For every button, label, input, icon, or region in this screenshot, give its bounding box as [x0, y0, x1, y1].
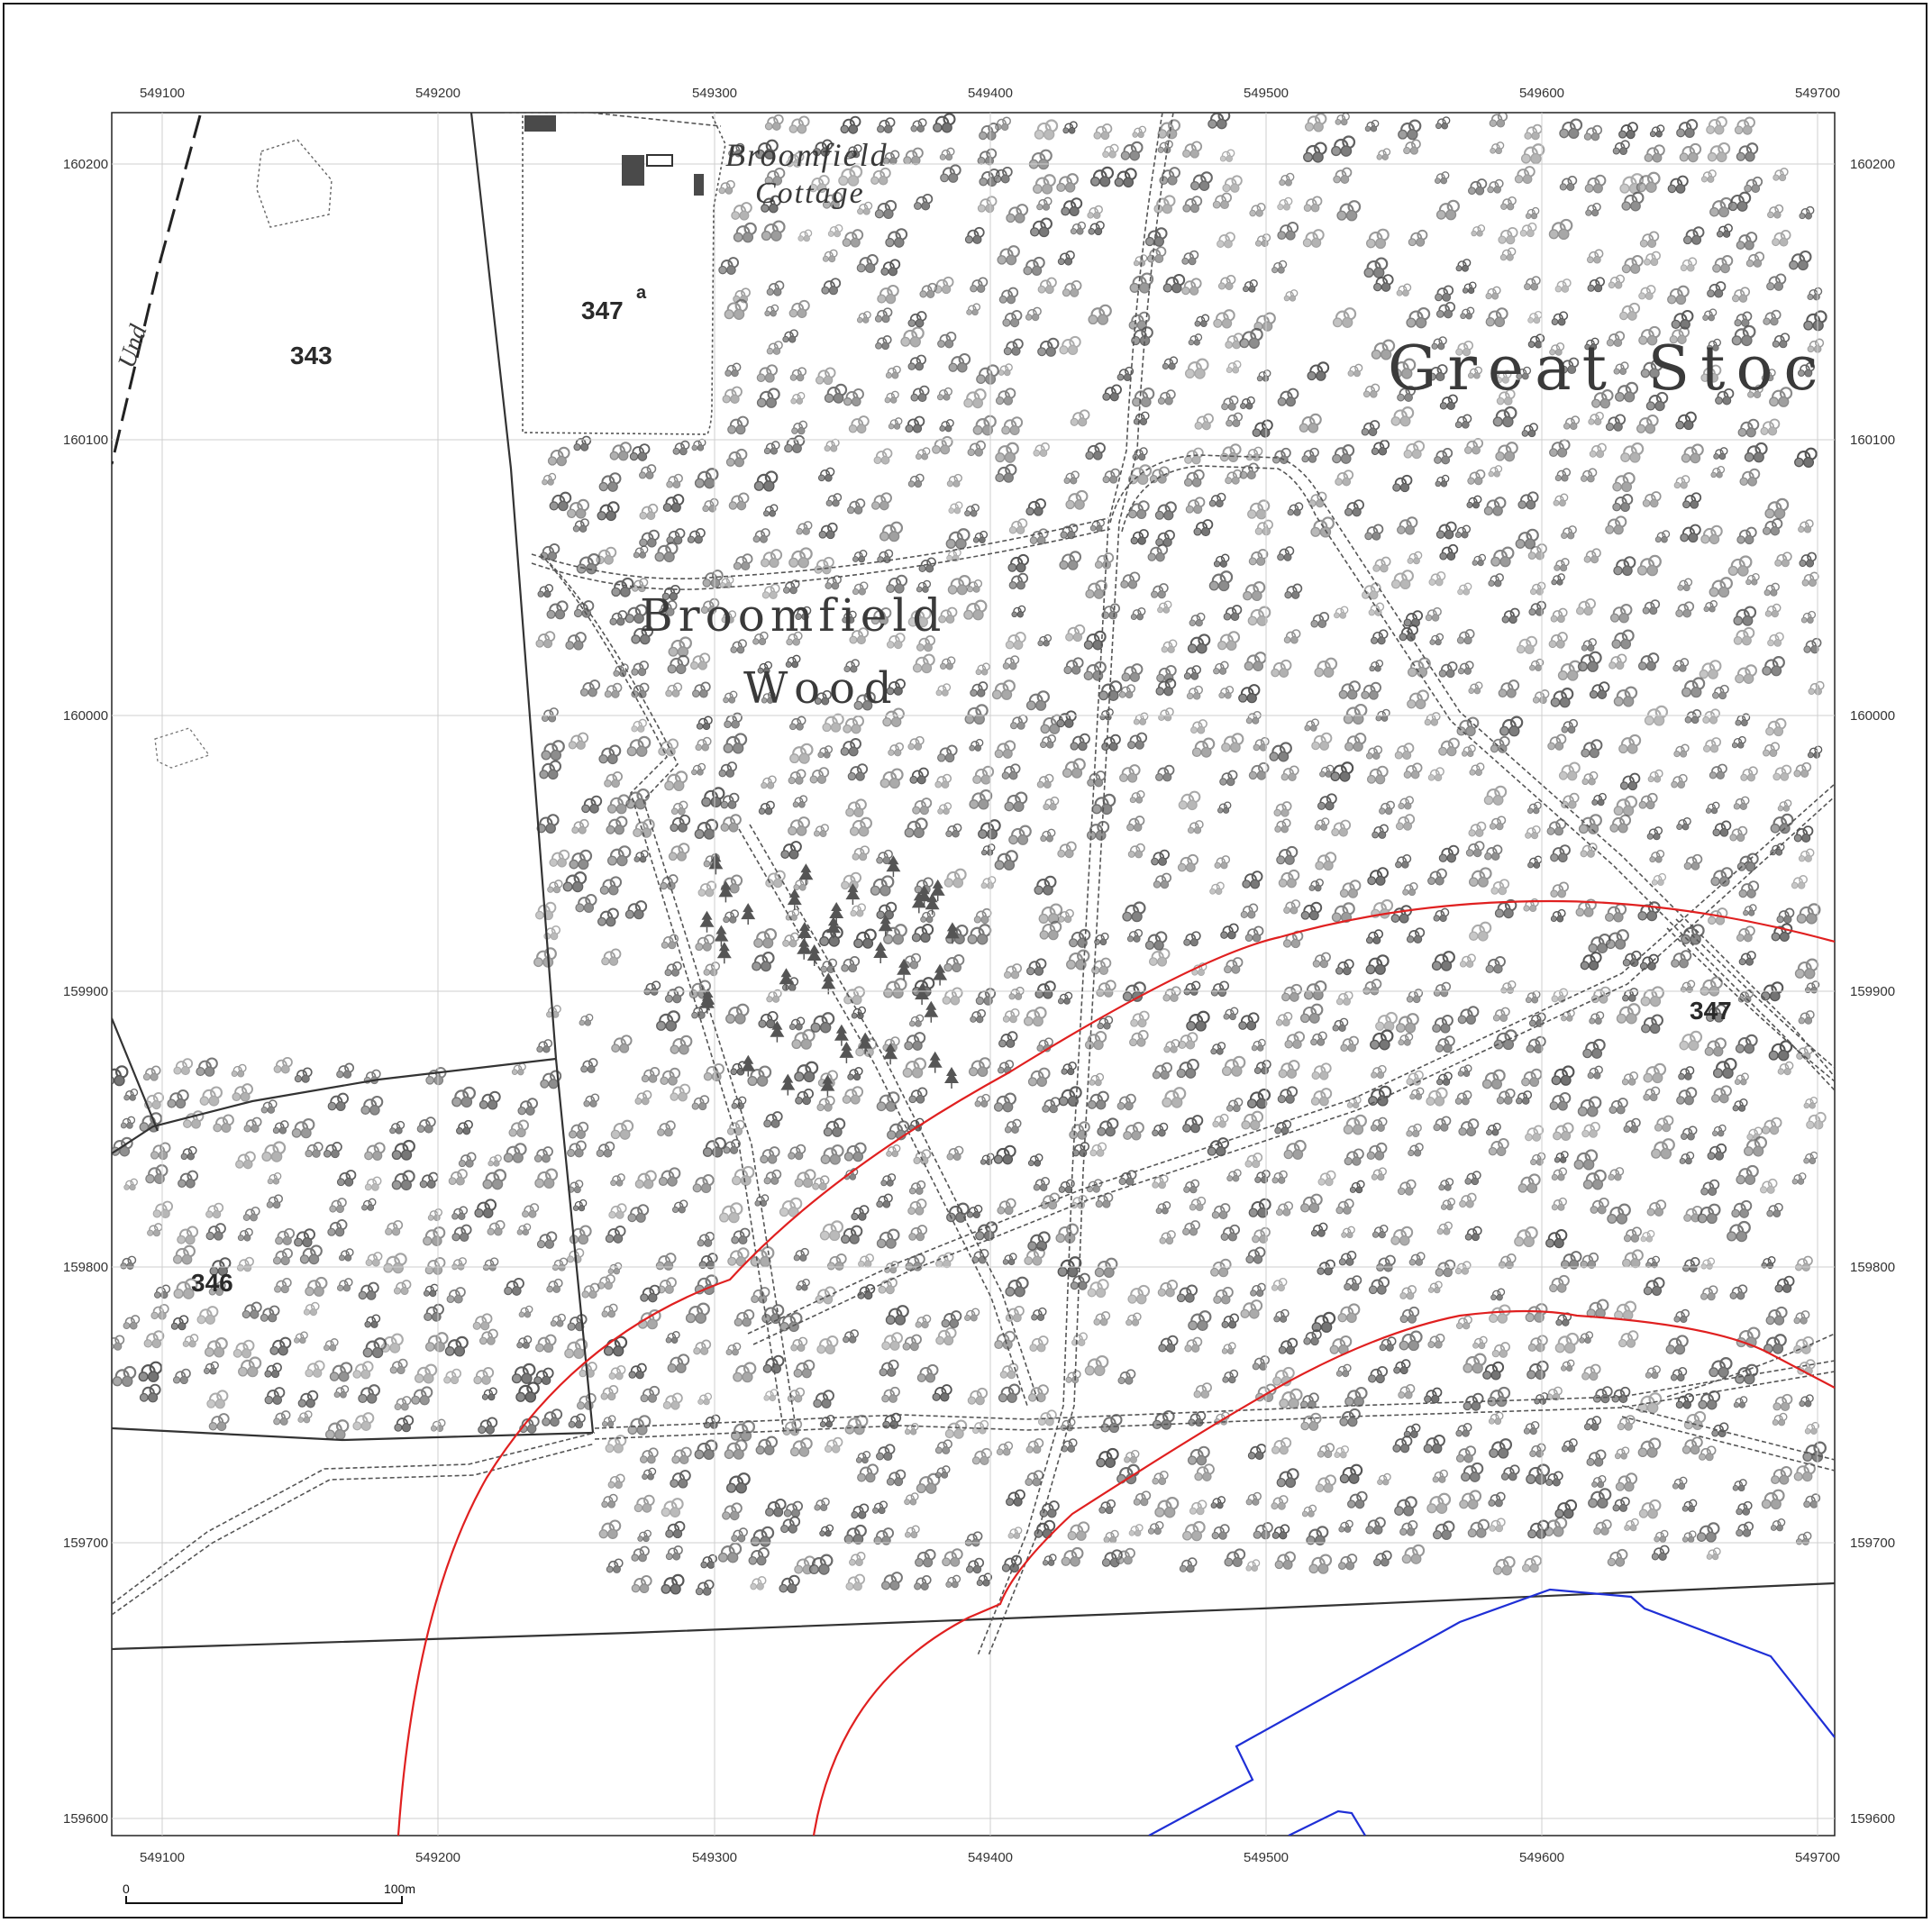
grid-lines — [112, 113, 1835, 1836]
boundary-field-343 — [469, 113, 595, 1434]
scale-bar-end: 100m — [384, 1882, 415, 1896]
grid-tick-labels: 549100 549100 549200 549200 549300 549300 5494… — [63, 86, 1895, 1865]
right-northing-label-160200: 160200 — [1850, 157, 1895, 172]
old-boundary-line — [112, 114, 202, 465]
right-northing-label-159700: 159700 — [1850, 1536, 1895, 1551]
left-northing-label-159800: 159800 — [63, 1260, 108, 1275]
red-line-outer — [396, 899, 1835, 1836]
right-northing-label-160000: 160000 — [1850, 708, 1895, 724]
bottom-easting-label-549100: 549100 — [140, 1850, 185, 1865]
broomfield-wood-label-line2: Wood — [743, 663, 901, 714]
top-easting-label-549200: 549200 — [415, 86, 460, 101]
track-8 — [112, 1432, 596, 1605]
track-6b — [752, 796, 1835, 1345]
track-4 — [540, 553, 785, 1434]
blue-boundary-lines — [1148, 1588, 1835, 1836]
track-6 — [747, 783, 1835, 1335]
boundary-lower-left-field — [112, 1057, 557, 1154]
track-11 — [1666, 1333, 1835, 1398]
red-line-inner — [812, 1309, 1835, 1836]
building-4 — [694, 174, 704, 196]
left-northing-label-160000: 160000 — [63, 708, 108, 724]
boundary-woodland-south — [112, 1581, 1835, 1651]
bottom-easting-label-549300: 549300 — [692, 1850, 737, 1865]
top-easting-label-549400: 549400 — [968, 86, 1013, 101]
track-9b — [1621, 1416, 1835, 1472]
parcel-347a-superscript: a — [636, 283, 647, 303]
field-boundaries — [112, 113, 1835, 1651]
left-northing-label-160100: 160100 — [63, 433, 108, 448]
boundary-field-west-edge — [112, 1017, 159, 1132]
scale-bar: 0 100m — [123, 1882, 415, 1904]
track-4b — [549, 562, 797, 1434]
building-1 — [524, 115, 556, 132]
right-northing-label-159800: 159800 — [1850, 1260, 1895, 1275]
track-10 — [1666, 927, 1835, 1082]
left-northing-label-159900: 159900 — [63, 984, 108, 999]
great-stoc-label: Great Stoc — [1388, 333, 1828, 405]
small-tree-clumps — [154, 139, 333, 769]
track-7 — [594, 1360, 1835, 1429]
map-frame — [3, 3, 1927, 1918]
track-7b — [594, 1371, 1835, 1440]
broomfield-cottage-label-line1: Broomfield — [725, 137, 889, 173]
top-easting-label-549300: 549300 — [692, 86, 737, 101]
track-10b — [1675, 918, 1835, 1069]
building-2 — [622, 155, 644, 186]
track-1 — [531, 517, 1109, 579]
track-3b — [1121, 465, 1835, 1091]
right-northing-label-159900: 159900 — [1850, 984, 1895, 999]
parcel-347a-label: 347 — [581, 296, 624, 324]
parcel-343-label: 343 — [290, 342, 333, 369]
track-12 — [505, 113, 722, 127]
cottage-buildings — [524, 115, 704, 196]
bottom-easting-label-549700: 549700 — [1795, 1850, 1840, 1865]
track-8b — [112, 1443, 596, 1616]
parcel-346-label: 346 — [191, 1269, 233, 1297]
broomfield-wood-label-line1: Broomfield — [640, 589, 946, 642]
right-northing-label-159600: 159600 — [1850, 1811, 1895, 1827]
blue-line-secondary — [1288, 1809, 1366, 1836]
left-northing-label-159700: 159700 — [63, 1536, 108, 1551]
top-easting-label-549500: 549500 — [1244, 86, 1289, 101]
building-3 — [646, 154, 673, 167]
bottom-easting-label-549500: 549500 — [1244, 1850, 1289, 1865]
top-easting-label-549700: 549700 — [1795, 86, 1840, 101]
left-northing-label-159600: 159600 — [63, 1811, 108, 1827]
woodland-tracks — [112, 113, 1835, 1656]
boundary-south-fields — [112, 1426, 594, 1442]
bottom-easting-label-549400: 549400 — [968, 1850, 1013, 1865]
track-2 — [977, 113, 1163, 1656]
bottom-easting-label-549600: 549600 — [1519, 1850, 1564, 1865]
map-area — [111, 112, 1836, 1836]
left-northing-label-160200: 160200 — [63, 157, 108, 172]
track-3 — [1109, 454, 1835, 1078]
top-easting-label-549600: 549600 — [1519, 86, 1564, 101]
blue-line-main — [1148, 1588, 1835, 1836]
red-route-lines — [396, 899, 1835, 1836]
broomfield-cottage-label-line2: Cottage — [755, 177, 865, 210]
track-1b — [531, 528, 1111, 590]
bottom-easting-label-549200: 549200 — [415, 1850, 460, 1865]
parcel-347-label: 347 — [1690, 997, 1732, 1025]
scale-bar-start: 0 — [123, 1882, 130, 1896]
right-northing-label-160100: 160100 — [1850, 433, 1895, 448]
track-2b — [988, 113, 1174, 1656]
top-easting-label-549100: 549100 — [140, 86, 185, 101]
track-9 — [1621, 1405, 1835, 1461]
